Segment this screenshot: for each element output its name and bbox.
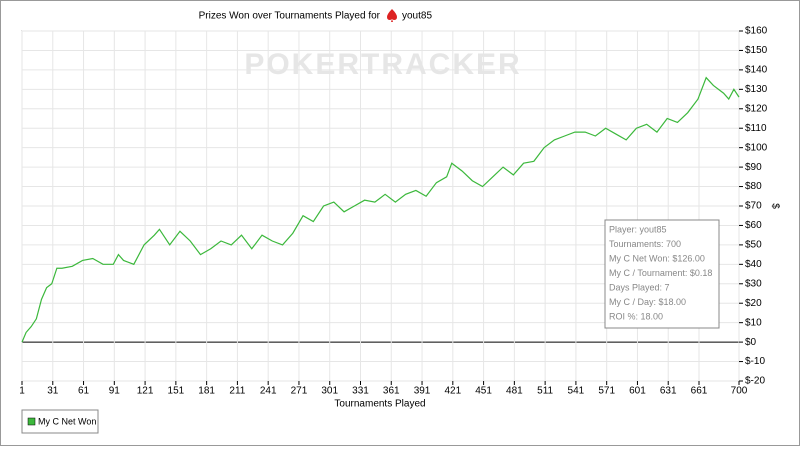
- x-tick-label: 1: [19, 386, 25, 397]
- x-tick-label: 451: [475, 386, 492, 397]
- y-tick-label: $0: [745, 337, 757, 348]
- x-tick-label: 700: [731, 386, 748, 397]
- y-tick-label: $110: [745, 123, 767, 134]
- stats-line: Days Played: 7: [609, 282, 670, 292]
- x-axis-label: Tournaments Played: [334, 399, 425, 410]
- stats-line: Player: yout85: [609, 224, 667, 234]
- stats-box: [604, 219, 720, 329]
- x-tick-label: 631: [660, 386, 677, 397]
- y-tick-label: $100: [745, 142, 768, 153]
- chart-title: Prizes Won over Tournaments Played for: [199, 11, 381, 22]
- y-tick-label: $150: [745, 45, 768, 56]
- x-tick-label: 361: [383, 386, 400, 397]
- x-tick-label: 151: [168, 386, 185, 397]
- x-tick-label: 301: [321, 386, 338, 397]
- stats-line: Tournaments: 700: [609, 239, 681, 249]
- x-tick-label: 271: [291, 386, 308, 397]
- x-tick-label: 331: [352, 386, 369, 397]
- y-tick-label: $140: [745, 65, 768, 76]
- y-tick-label: $70: [745, 201, 762, 212]
- legend-label: My C Net Won: [38, 416, 96, 426]
- x-tick-label: 181: [198, 386, 215, 397]
- x-tick-label: 601: [629, 386, 646, 397]
- stats-line: My C Net Won: $126.00: [609, 253, 705, 263]
- watermark: POKERTRACKER: [244, 48, 521, 81]
- line: [21, 76, 740, 343]
- legend: [21, 409, 99, 434]
- y-tick-label: $80: [745, 181, 762, 192]
- y-tick-label: $50: [745, 240, 762, 251]
- x-tick-label: 571: [598, 386, 615, 397]
- x-tick-label: 61: [78, 386, 90, 397]
- y-tick-label: $30: [745, 278, 762, 289]
- x-tick-label: 121: [137, 386, 154, 397]
- y-tick-label: $90: [745, 162, 762, 173]
- y-tick-label: $20: [745, 298, 762, 309]
- player-name: yout85: [402, 11, 432, 22]
- x-tick-label: 481: [506, 386, 523, 397]
- spade-icon: [387, 9, 397, 22]
- stats-line: My C / Tournament: $0.18: [609, 268, 712, 278]
- stats-line: ROI %: 18.00: [609, 311, 663, 321]
- y-tick-label: $-20: [745, 376, 765, 387]
- x-tick-label: 391: [414, 386, 431, 397]
- x-tick-label: 31: [47, 386, 59, 397]
- y-tick-label: $160: [745, 26, 768, 37]
- y-tick-label: $-10: [745, 356, 765, 367]
- y-tick-label: $40: [745, 259, 762, 270]
- y-axis-label: $: [769, 203, 780, 209]
- x-tick-label: 91: [109, 386, 121, 397]
- y-tick-label: $60: [745, 220, 762, 231]
- x-tick-label: 211: [229, 386, 245, 397]
- x-tick-label: 541: [568, 386, 585, 397]
- legend-swatch: [27, 417, 36, 426]
- x-tick-label: 661: [691, 386, 708, 397]
- x-tick-label: 511: [537, 386, 553, 397]
- x-tick-label: 241: [260, 386, 277, 397]
- y-tick-label: $130: [745, 84, 768, 95]
- y-tick-label: $10: [745, 317, 762, 328]
- y-tick-label: $120: [745, 103, 768, 114]
- stats-line: My C / Day: $18.00: [609, 297, 686, 307]
- x-tick-label: 421: [444, 386, 461, 397]
